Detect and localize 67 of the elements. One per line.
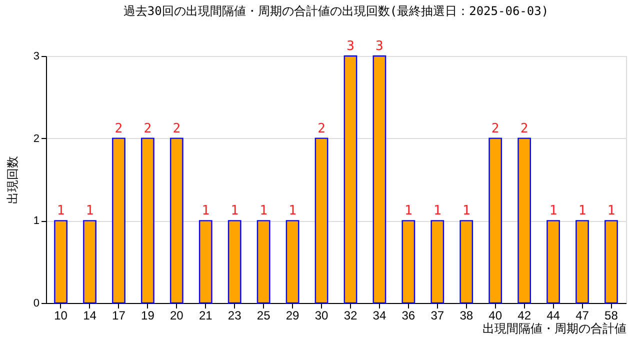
data-label: 1 bbox=[86, 204, 94, 219]
data-label: 2 bbox=[491, 121, 500, 136]
data-label: 1 bbox=[433, 204, 442, 219]
x-tick-label: 10 bbox=[54, 308, 68, 322]
data-label: 1 bbox=[288, 204, 296, 219]
x-tick-label: 34 bbox=[372, 308, 386, 322]
bar bbox=[430, 220, 444, 304]
x-tick-label: 23 bbox=[228, 308, 242, 322]
data-label: 1 bbox=[230, 204, 239, 219]
bar bbox=[112, 138, 126, 304]
x-tick-label: 30 bbox=[314, 308, 329, 322]
bar bbox=[576, 220, 589, 304]
data-label: 2 bbox=[520, 121, 528, 136]
x-tick-label: 21 bbox=[198, 308, 213, 322]
bar bbox=[546, 220, 560, 304]
data-label: 1 bbox=[56, 204, 65, 219]
x-tick-label: 42 bbox=[518, 308, 532, 322]
bar bbox=[170, 138, 184, 304]
bar bbox=[518, 138, 531, 304]
x-tick-label: 47 bbox=[576, 308, 590, 322]
y-tick-label: 1 bbox=[33, 215, 40, 228]
bar bbox=[460, 220, 474, 304]
bar bbox=[198, 220, 212, 304]
bar bbox=[344, 55, 358, 304]
data-label: 2 bbox=[144, 121, 152, 136]
y-tick-label: 3 bbox=[33, 50, 40, 62]
data-label: 1 bbox=[549, 204, 558, 219]
bar bbox=[256, 220, 270, 304]
x-tick-label: 19 bbox=[141, 308, 155, 322]
bar bbox=[604, 220, 618, 304]
x-tick-label: 44 bbox=[546, 308, 560, 322]
x-tick-label: 25 bbox=[256, 308, 271, 322]
bar bbox=[54, 220, 68, 304]
bar bbox=[372, 55, 386, 304]
data-label: 2 bbox=[114, 121, 123, 136]
bar bbox=[228, 220, 242, 304]
x-tick-label: 20 bbox=[170, 308, 184, 322]
x-axis-title: 出現間隔値・周期の合計値 bbox=[482, 322, 626, 336]
x-tick-label: 58 bbox=[604, 308, 618, 322]
x-tick-label: 17 bbox=[112, 308, 126, 322]
data-label: 2 bbox=[318, 121, 326, 136]
bar bbox=[488, 138, 502, 304]
data-label: 2 bbox=[172, 121, 181, 136]
y-tick-label: 0 bbox=[33, 298, 40, 310]
x-tick-label: 36 bbox=[402, 308, 416, 322]
data-label: 1 bbox=[260, 204, 268, 219]
data-label: 1 bbox=[578, 204, 586, 219]
data-label: 1 bbox=[607, 204, 616, 219]
x-tick-label: 14 bbox=[83, 308, 97, 322]
bar bbox=[83, 220, 96, 304]
data-label: 3 bbox=[376, 39, 384, 54]
bar bbox=[286, 220, 300, 304]
x-tick-label: 37 bbox=[430, 308, 444, 322]
data-label: 1 bbox=[202, 204, 210, 219]
y-axis-title: 出現回数 bbox=[5, 156, 20, 204]
x-tick-label: 29 bbox=[286, 308, 300, 322]
bar bbox=[314, 138, 328, 304]
data-label: 1 bbox=[404, 204, 412, 219]
x-tick-label: 38 bbox=[460, 308, 474, 322]
data-label: 3 bbox=[346, 39, 354, 54]
x-tick-label: 40 bbox=[488, 308, 502, 322]
x-tick-label: 32 bbox=[344, 308, 358, 322]
bar bbox=[141, 138, 154, 304]
data-label: 1 bbox=[462, 204, 470, 219]
chart-title: 過去30回の出現間隔値・周期の合計値の出現回数(最終抽選日：2025-06-03) bbox=[123, 4, 549, 18]
y-tick-label: 2 bbox=[33, 132, 40, 145]
bar bbox=[402, 220, 416, 304]
